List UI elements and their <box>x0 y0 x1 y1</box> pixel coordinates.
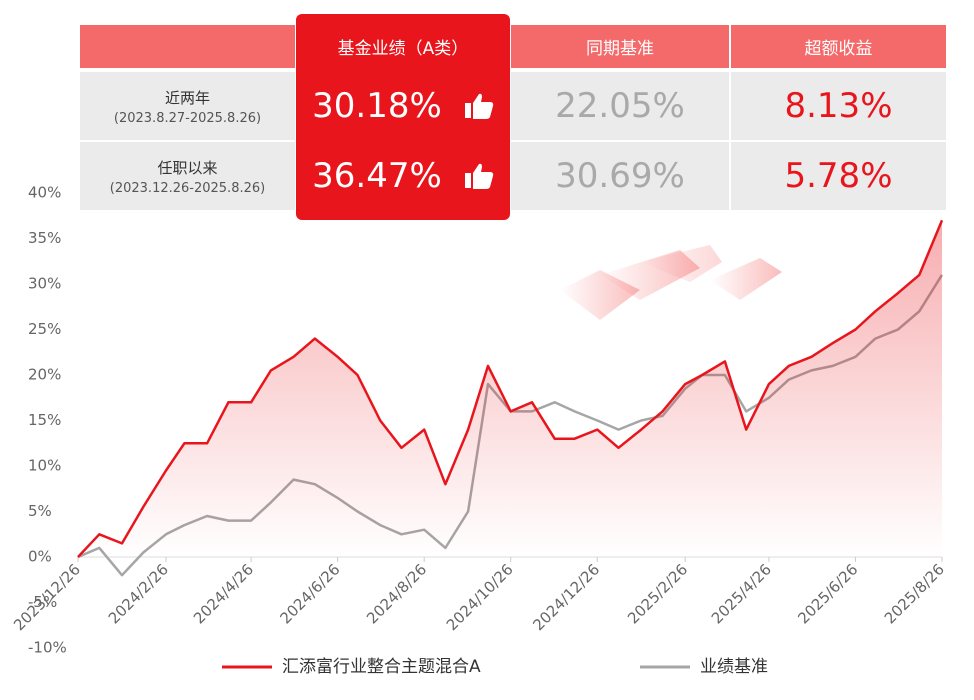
header-cell: 同期基准 <box>511 25 729 68</box>
y-tick-label: 25% <box>28 320 61 338</box>
y-tick-label: 30% <box>28 275 61 293</box>
excess-cell: 8.13% <box>731 72 946 140</box>
thumb-icon <box>464 93 494 119</box>
y-tick-label: -5% <box>28 593 57 611</box>
fund-return: 30.18% <box>312 86 442 126</box>
y-tick-label: 15% <box>28 411 61 429</box>
y-tick-label: 0% <box>28 548 52 566</box>
header-cell: 基金业绩（A类） <box>337 39 469 59</box>
x-tick-label: 2025/2/26 <box>624 560 691 627</box>
y-tick-label: 20% <box>28 366 61 384</box>
excess-cell: 5.78% <box>731 142 946 210</box>
area <box>78 220 942 558</box>
bench-cell: 22.05% <box>511 72 729 140</box>
x-tick-label: 2024/6/26 <box>277 560 344 627</box>
y-tick-label: 10% <box>28 457 61 475</box>
x-tick-label: 2024/2/26 <box>105 560 172 627</box>
row-label: 近两年 (2023.8.27-2025.8.26) <box>80 72 295 140</box>
legend-label: 汇添富行业整合主题混合A <box>282 657 481 677</box>
x-tick-label: 2024/12/26 <box>529 560 603 634</box>
fund-return: 36.47% <box>312 156 442 196</box>
line <box>77 219 944 558</box>
row-label: 任职以来 (2023.12.26-2025.8.26) <box>80 142 295 210</box>
y-tick-label: 40% <box>28 184 61 202</box>
x-tick-label: 2025/4/26 <box>708 560 775 627</box>
period-range: (2023.12.26-2025.8.26) <box>109 180 266 196</box>
x-tick-label: 2024/10/26 <box>443 560 517 634</box>
y-tick-label: 35% <box>28 229 61 247</box>
legend-label: 业绩基准 <box>700 657 768 677</box>
header-cell: 超额收益 <box>731 25 946 68</box>
period-name: 任职以来 <box>157 158 218 177</box>
period-range: (2023.8.27-2025.8.26) <box>113 110 262 126</box>
fund-cell: 30.18% <box>296 72 510 140</box>
decor-arrows <box>560 245 782 320</box>
y-tick-label: 5% <box>28 502 52 520</box>
x-tick-label: 2023/12/26 <box>10 560 84 634</box>
x-tick-label: 2025/8/26 <box>881 560 948 627</box>
x-tick-label: 2025/6/26 <box>794 560 861 627</box>
x-tick-label: 2024/4/26 <box>190 560 257 627</box>
period-name: 近两年 <box>164 88 210 107</box>
thumb-icon <box>464 163 494 189</box>
fund-cell: 36.47% <box>296 142 510 210</box>
header-blank <box>80 25 295 68</box>
bench-cell: 30.69% <box>511 142 729 210</box>
x-tick-label: 2024/8/26 <box>363 560 430 627</box>
y-tick-label: -10% <box>28 639 67 657</box>
